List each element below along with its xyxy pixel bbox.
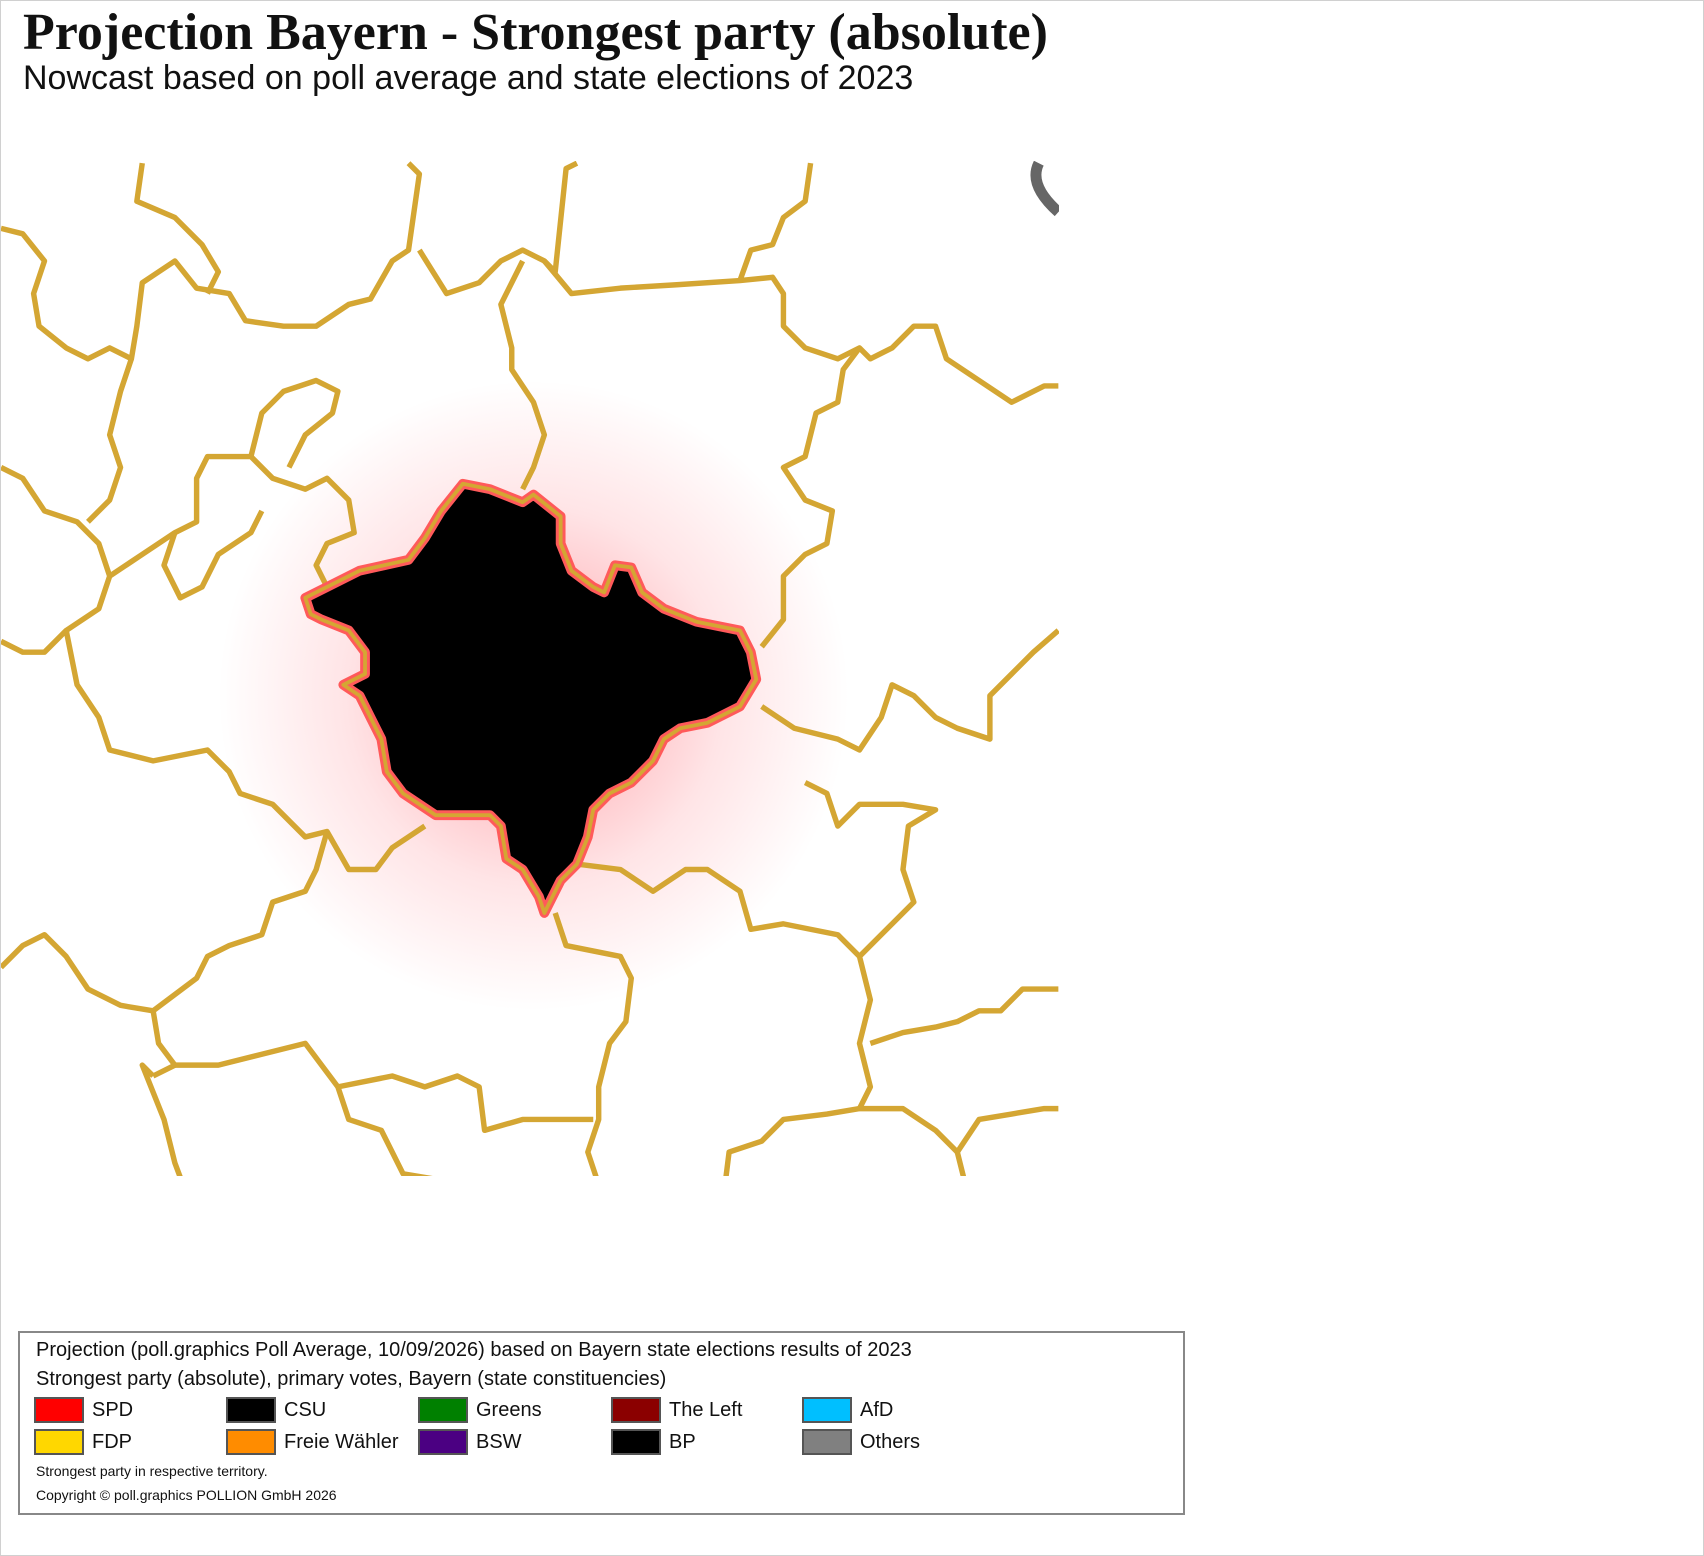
legend-title: Projection (poll.graphics Poll Average, … — [36, 1339, 912, 1361]
legend-item: FDP — [34, 1429, 132, 1455]
legend-item: Others — [802, 1429, 920, 1455]
legend-swatch — [418, 1397, 468, 1423]
constituency-borders — [1, 161, 1059, 1176]
legend-label: Freie Wähler — [284, 1430, 399, 1453]
title: Projection Bayern - Strongest party (abs… — [23, 4, 1048, 61]
legend-swatch — [611, 1397, 661, 1423]
legend-label: Greens — [476, 1398, 542, 1421]
legend-swatch — [226, 1397, 276, 1423]
legend-item: Freie Wähler — [226, 1429, 398, 1455]
legend-swatch — [418, 1429, 468, 1455]
copyright: Copyright © poll.graphics POLLION GmbH 2… — [36, 1487, 337, 1503]
subtitle: Nowcast based on poll average and state … — [23, 59, 914, 97]
legend-swatch — [802, 1429, 852, 1455]
legend-subtitle: Strongest party (absolute), primary vote… — [36, 1368, 667, 1390]
border-fragment — [1030, 161, 1059, 217]
legend-label: FDP — [92, 1430, 132, 1453]
legend-item: Greens — [418, 1397, 542, 1423]
legend-label: Others — [860, 1430, 921, 1453]
map-layer — [1, 161, 1059, 1176]
legend-swatch — [34, 1429, 84, 1455]
legend-label: CSU — [284, 1398, 327, 1421]
legend-label: The Left — [669, 1398, 743, 1421]
legend-swatch — [611, 1429, 661, 1455]
legend-note: Strongest party in respective territory. — [36, 1463, 268, 1479]
legend-label: SPD — [92, 1398, 134, 1421]
legend-item: AfD — [802, 1397, 893, 1423]
legend-swatch — [802, 1397, 852, 1423]
legend-item: The Left — [611, 1397, 742, 1423]
legend-swatch — [226, 1429, 276, 1455]
legend-item: BSW — [418, 1429, 522, 1455]
legend-item: CSU — [226, 1397, 326, 1423]
legend-item: SPD — [34, 1397, 133, 1423]
legend: Projection (poll.graphics Poll Average, … — [18, 1331, 1185, 1515]
constituency-border — [303, 481, 759, 915]
legend-swatch — [34, 1397, 84, 1423]
legend-item: BP — [611, 1429, 696, 1455]
map — [1, 161, 1059, 1176]
legend-label: BSW — [476, 1430, 522, 1453]
legend-label: BP — [669, 1430, 696, 1453]
legend-label: AfD — [860, 1398, 894, 1421]
